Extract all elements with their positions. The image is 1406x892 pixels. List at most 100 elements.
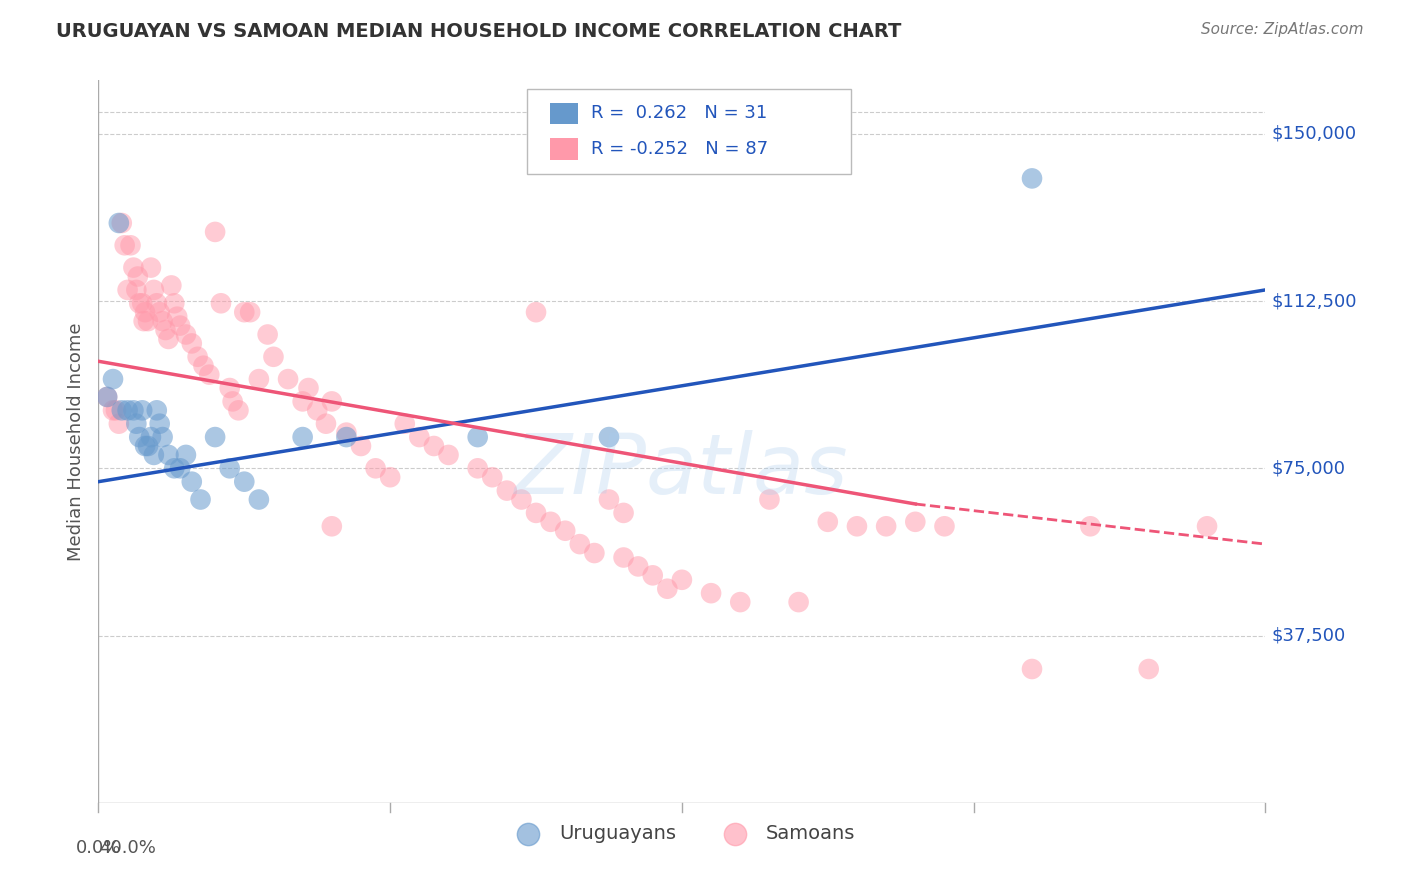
Point [1197,519,1219,533]
Point [394,417,416,431]
Point [163,461,186,475]
Point [117,403,139,417]
Point [598,430,620,444]
Point [128,296,150,310]
Point [247,372,270,386]
Point [146,296,169,310]
Point [96,390,118,404]
Point [239,305,262,319]
Text: URUGUAYAN VS SAMOAN MEDIAN HOUSEHOLD INCOME CORRELATION CHART: URUGUAYAN VS SAMOAN MEDIAN HOUSEHOLD INC… [56,22,901,41]
Point [134,439,156,453]
Point [104,403,127,417]
Point [174,448,197,462]
Point [321,519,343,533]
Point [122,260,145,275]
Text: $37,500: $37,500 [1271,626,1346,645]
Text: $150,000: $150,000 [1271,125,1357,143]
Point [846,519,869,533]
Point [139,260,162,275]
Point [627,559,650,574]
Point [613,506,636,520]
Point [291,430,314,444]
Text: $112,500: $112,500 [1271,292,1357,310]
Text: R = -0.252   N = 87: R = -0.252 N = 87 [591,140,768,158]
Point [125,417,148,431]
Point [114,238,136,252]
Point [125,283,148,297]
Point [817,515,839,529]
Text: 40.0%: 40.0% [100,838,156,857]
Point [256,327,278,342]
Point [540,515,562,529]
Point [157,448,180,462]
Point [117,283,139,297]
Point [149,417,172,431]
Point [142,448,165,462]
Point [613,550,636,565]
Point [204,225,226,239]
Point [583,546,606,560]
Text: R =  0.262   N = 31: R = 0.262 N = 31 [591,104,766,122]
Point [198,368,221,382]
Point [96,390,118,404]
Point [131,296,153,310]
Point [149,305,172,319]
Point [146,403,169,417]
Point [875,519,897,533]
Point [233,305,256,319]
Point [568,537,591,551]
Point [142,283,165,297]
Point [700,586,723,600]
Point [187,350,209,364]
Text: $75,000: $75,000 [1271,459,1346,477]
Point [233,475,256,489]
Point [510,492,533,507]
Point [1021,662,1043,676]
Point [169,461,191,475]
Point [380,470,402,484]
Point [108,216,131,230]
Point [111,216,134,230]
Point [297,381,319,395]
Text: 0.0%: 0.0% [76,838,121,857]
Point [467,430,489,444]
Point [423,439,446,453]
Point [1137,662,1160,676]
Point [364,461,387,475]
Point [730,595,752,609]
Point [321,394,343,409]
Point [263,350,285,364]
Point [787,595,810,609]
Point [218,381,240,395]
Point [204,430,226,444]
Point [934,519,956,533]
Point [190,492,212,507]
Point [350,439,373,453]
Point [139,430,162,444]
Point [554,524,576,538]
Point [152,314,174,328]
Point [132,314,155,328]
Point [163,296,186,310]
Point [315,417,337,431]
Point [155,323,177,337]
Point [641,568,664,582]
Point [247,492,270,507]
Point [160,278,183,293]
Point [136,314,159,328]
Point [180,336,202,351]
Point [1021,171,1043,186]
Point [291,394,314,409]
Text: Source: ZipAtlas.com: Source: ZipAtlas.com [1201,22,1364,37]
Point [437,448,460,462]
Point [481,470,503,484]
Point [228,403,250,417]
Point [122,403,145,417]
Point [131,403,153,417]
Point [307,403,329,417]
Point [335,430,357,444]
Point [467,461,489,475]
Point [180,475,202,489]
Point [598,492,620,507]
Point [111,403,134,417]
